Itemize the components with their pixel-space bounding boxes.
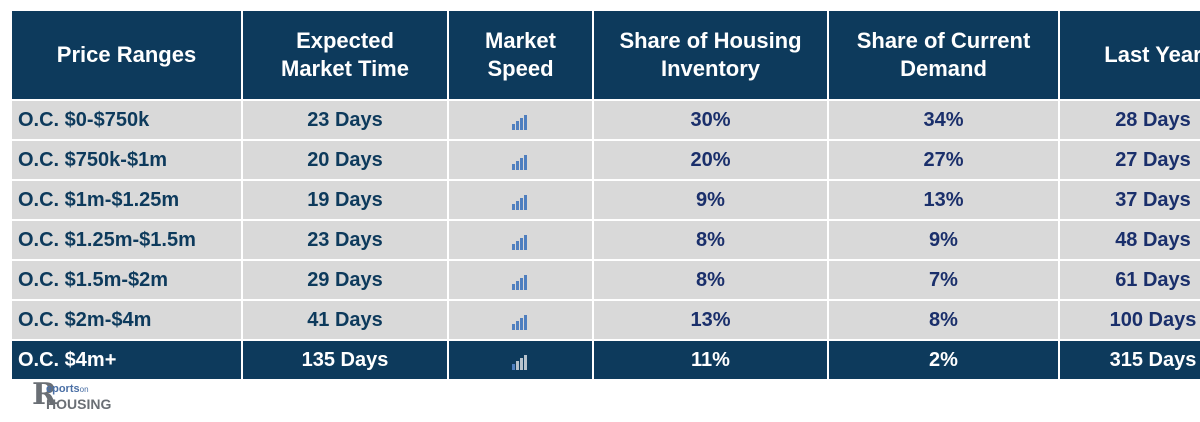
demand-share-cell: 13%	[828, 180, 1060, 221]
market-time-cell: 41 Days	[242, 300, 449, 341]
last-year-cell: 61 Days	[1059, 260, 1200, 301]
logo-letter: R	[32, 377, 57, 412]
table-row: O.C. $1.5m-$2m 29 Days 8% 7% 61 Days	[12, 260, 1200, 301]
table-row: O.C. $0-$750k 23 Days 30% 34% 28 Days	[12, 100, 1200, 141]
logo-reports: eportson	[46, 383, 89, 395]
inventory-share-cell: 30%	[593, 100, 829, 141]
market-speed-cell	[448, 100, 594, 141]
inventory-share-cell: 9%	[593, 180, 829, 221]
signal-bars-icon	[512, 154, 529, 171]
signal-bars-icon	[512, 194, 529, 211]
header-share-current-demand: Share of Current Demand	[828, 11, 1060, 101]
header-price-ranges-line1: Price Ranges	[56, 42, 197, 67]
demand-share-cell: 8%	[828, 300, 1060, 341]
demand-share-cell: 7%	[828, 260, 1060, 301]
header-share-housing-inventory: Share of Housing Inventory	[593, 11, 829, 101]
demand-share-cell: 2%	[828, 340, 1060, 379]
last-year-cell: 100 Days	[1059, 300, 1200, 341]
signal-bars-icon	[512, 354, 529, 371]
header-share-current-demand-line2: Demand	[900, 56, 987, 81]
signal-bars-icon	[512, 274, 529, 291]
signal-bars-icon	[512, 314, 529, 331]
header-expected-market-time: Expected Market Time	[242, 11, 449, 101]
market-speed-cell	[448, 220, 594, 261]
reports-on-housing-logo: R eportson HOUSING	[32, 380, 142, 414]
market-speed-cell	[448, 340, 594, 379]
market-time-cell: 23 Days	[242, 100, 449, 141]
market-time-cell: 23 Days	[242, 220, 449, 261]
header-expected-market-time-line2: Market Time	[281, 56, 409, 81]
last-year-cell: 48 Days	[1059, 220, 1200, 261]
table-row: O.C. $2m-$4m 41 Days 13% 8% 100 Days	[12, 300, 1200, 341]
market-time-table-container: Price Ranges Expected Market Time Market…	[12, 11, 1200, 379]
demand-share-cell: 34%	[828, 100, 1060, 141]
demand-share-cell: 9%	[828, 220, 1060, 261]
logo-on-text: on	[79, 385, 89, 394]
market-time-cell: 135 Days	[242, 340, 449, 379]
market-speed-cell	[448, 260, 594, 301]
logo-reports-text: eports	[46, 383, 80, 395]
price-range-cell: O.C. $750k-$1m	[12, 140, 243, 181]
logo-housing: HOUSING	[46, 396, 112, 412]
signal-bars-icon	[512, 234, 529, 251]
inventory-share-cell: 11%	[593, 340, 829, 379]
price-range-cell: O.C. $1.5m-$2m	[12, 260, 243, 301]
header-share-housing-inventory-line1: Share of Housing	[619, 28, 802, 53]
price-range-cell: O.C. $2m-$4m	[12, 300, 243, 341]
signal-bars-icon	[512, 114, 529, 131]
price-range-cell: O.C. $1.25m-$1.5m	[12, 220, 243, 261]
demand-share-cell: 27%	[828, 140, 1060, 181]
header-market-speed: Market Speed	[448, 11, 594, 101]
market-speed-cell	[448, 180, 594, 221]
header-row: Price Ranges Expected Market Time Market…	[12, 11, 1200, 101]
header-market-speed-line1: Market	[485, 28, 556, 53]
price-range-cell: O.C. $0-$750k	[12, 100, 243, 141]
market-time-table: Price Ranges Expected Market Time Market…	[12, 11, 1200, 379]
header-last-year: Last Year	[1059, 11, 1200, 101]
market-speed-cell	[448, 300, 594, 341]
header-last-year-line1: Last Year	[1104, 42, 1200, 67]
inventory-share-cell: 20%	[593, 140, 829, 181]
last-year-cell: 28 Days	[1059, 100, 1200, 141]
market-speed-cell	[448, 140, 594, 181]
table-row: O.C. $1.25m-$1.5m 23 Days 8% 9% 48 Days	[12, 220, 1200, 261]
last-year-cell: 37 Days	[1059, 180, 1200, 221]
price-range-cell: O.C. $4m+	[12, 340, 243, 379]
market-time-cell: 20 Days	[242, 140, 449, 181]
header-share-current-demand-line1: Share of Current	[856, 28, 1031, 53]
last-year-cell: 315 Days	[1059, 340, 1200, 379]
market-time-cell: 19 Days	[242, 180, 449, 221]
header-market-speed-line2: Speed	[487, 56, 554, 81]
last-year-cell: 27 Days	[1059, 140, 1200, 181]
header-share-housing-inventory-line2: Inventory	[660, 56, 761, 81]
inventory-share-cell: 13%	[593, 300, 829, 341]
inventory-share-cell: 8%	[593, 260, 829, 301]
table-row-highlight: O.C. $4m+ 135 Days 11% 2% 315 Days	[12, 340, 1200, 379]
inventory-share-cell: 8%	[593, 220, 829, 261]
market-time-cell: 29 Days	[242, 260, 449, 301]
table-row: O.C. $1m-$1.25m 19 Days 9% 13% 37 Days	[12, 180, 1200, 221]
table-row: O.C. $750k-$1m 20 Days 20% 27% 27 Days	[12, 140, 1200, 181]
header-expected-market-time-line1: Expected	[296, 28, 394, 53]
header-price-ranges: Price Ranges	[12, 11, 243, 101]
price-range-cell: O.C. $1m-$1.25m	[12, 180, 243, 221]
